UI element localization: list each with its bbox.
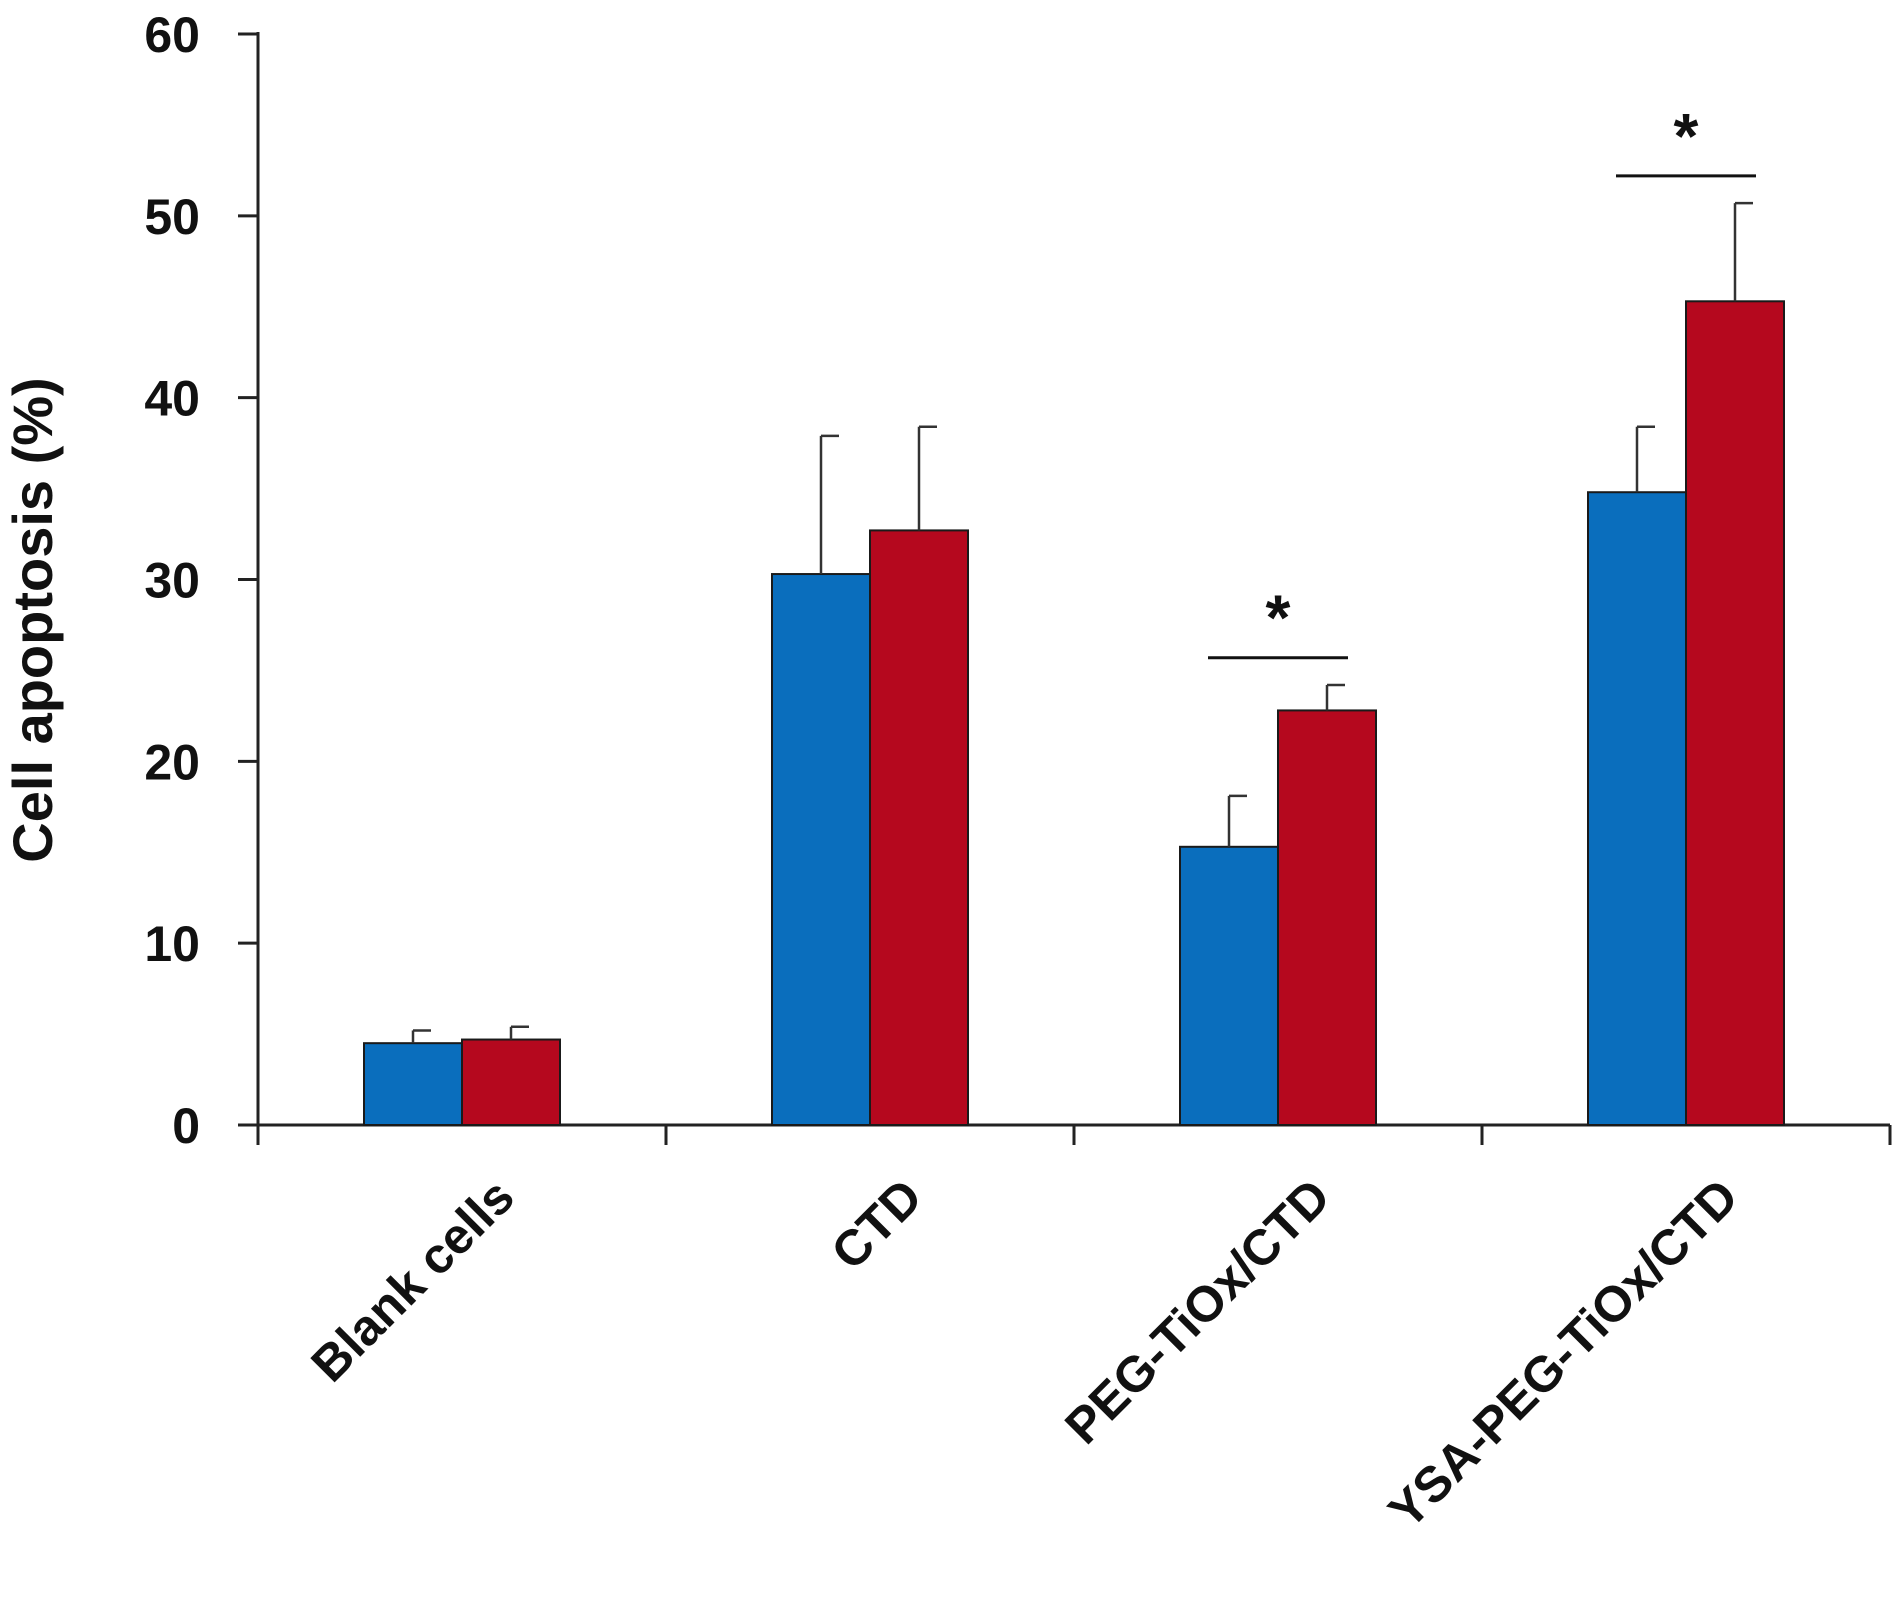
y-tick-label: 10 xyxy=(144,916,200,972)
x-tick-label: YSA-PEG-TiOx/CTD xyxy=(1378,1168,1749,1539)
y-tick-label: 0 xyxy=(172,1098,200,1154)
bar xyxy=(1587,491,1687,1127)
bar xyxy=(1179,845,1279,1126)
y-axis-label: Cell apoptosis (%) xyxy=(1,377,64,862)
bar xyxy=(363,1042,463,1127)
x-category-labels: Blank cells CTD PEG-TiOx/CTD YSA-PEG-TiOx/C… xyxy=(300,1168,1748,1539)
y-tick-label: 60 xyxy=(144,7,200,63)
bar xyxy=(1277,709,1377,1126)
bar xyxy=(771,573,871,1126)
y-tick-label: 30 xyxy=(144,553,200,609)
x-tick-label: PEG-TiOx/CTD xyxy=(1054,1168,1340,1454)
error-bars xyxy=(411,201,1753,1044)
y-tick-label: 20 xyxy=(144,734,200,790)
x-tick-label: Blank cells xyxy=(300,1168,524,1392)
bar xyxy=(1685,300,1785,1127)
significance-star: * xyxy=(1266,582,1291,654)
y-tick-label: 50 xyxy=(144,189,200,245)
y-ticks: 0 10 20 30 40 50 60 xyxy=(144,7,258,1154)
bar xyxy=(461,1038,561,1126)
significance-star: * xyxy=(1674,100,1699,172)
bars xyxy=(363,300,1785,1127)
significance-markers: ** xyxy=(1208,100,1756,660)
y-tick-label: 40 xyxy=(144,371,200,427)
bar xyxy=(869,529,969,1126)
x-tick-label: CTD xyxy=(821,1168,933,1280)
